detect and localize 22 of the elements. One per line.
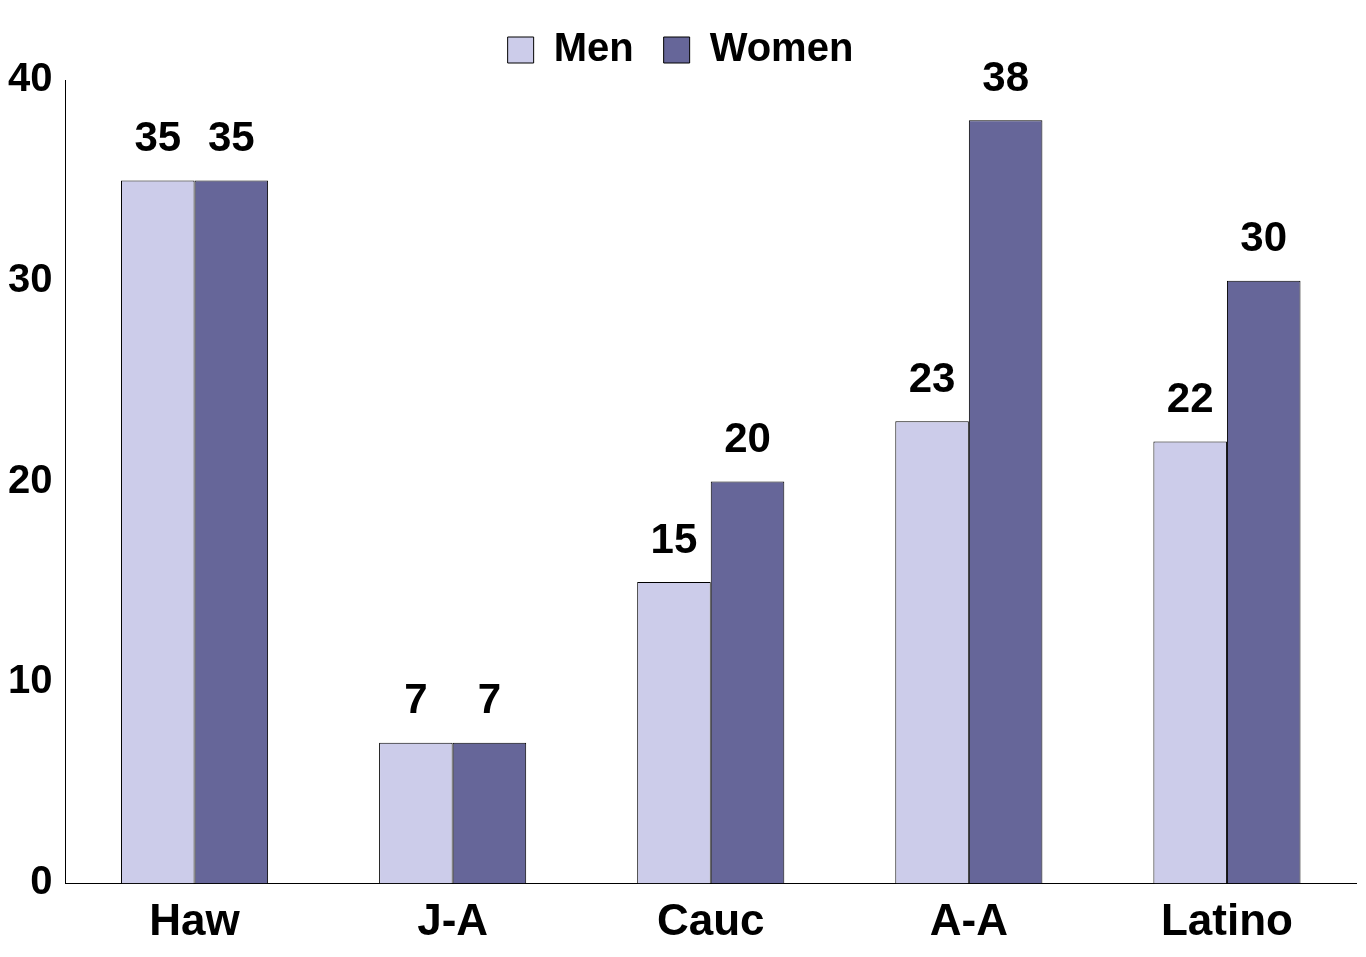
y-tick-label: 20 (7, 456, 53, 501)
y-tick-label: 40 (7, 55, 53, 100)
data-label: 15 (650, 514, 698, 562)
y-tick-label: 10 (7, 657, 53, 702)
data-label: 23 (908, 353, 956, 401)
x-tick-label: Latino (1160, 894, 1293, 944)
y-tick-label: 30 (7, 255, 53, 300)
data-label: 20 (724, 414, 771, 462)
data-label: 7 (404, 675, 428, 723)
data-label: 22 (1166, 374, 1214, 422)
data-label: 38 (982, 52, 1029, 100)
x-tick-label: Cauc (656, 894, 765, 944)
data-label: 35 (134, 112, 182, 160)
legend-label: Men (553, 25, 634, 70)
x-tick-label: J-A (417, 894, 489, 944)
data-label: 7 (477, 675, 502, 723)
data-label: 35 (207, 112, 255, 160)
data-label: 30 (1240, 213, 1288, 261)
legend-label: Women (709, 25, 854, 70)
x-tick-label: A-A (929, 894, 1008, 944)
y-tick-label: 0 (30, 858, 53, 903)
x-tick-label: Haw (149, 894, 241, 944)
